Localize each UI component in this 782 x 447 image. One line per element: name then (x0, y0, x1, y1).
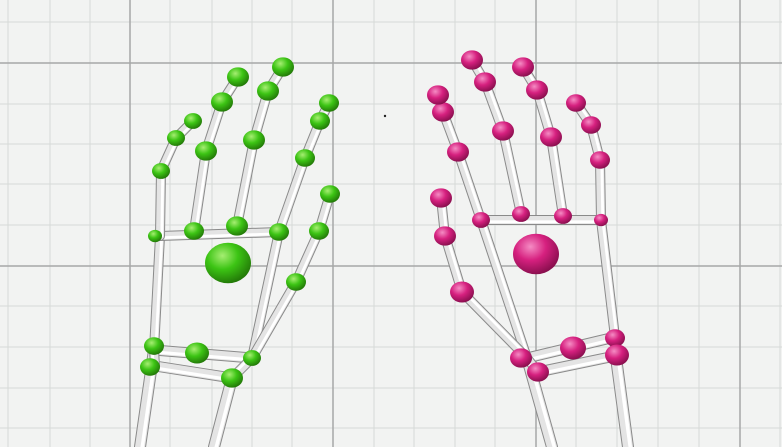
joint-sphere[interactable] (227, 67, 249, 87)
joint-sphere[interactable] (195, 141, 217, 161)
joint-sphere[interactable] (427, 85, 449, 105)
bone (292, 227, 323, 286)
joint-sphere[interactable] (243, 350, 261, 366)
bone (150, 361, 237, 383)
palm-center-sphere[interactable] (513, 233, 559, 275)
joint-sphere[interactable] (434, 226, 456, 246)
bone-highlight (214, 376, 236, 447)
joint-sphere[interactable] (430, 188, 452, 208)
bone-highlight (458, 150, 485, 221)
bone (156, 228, 283, 240)
bone (248, 228, 283, 362)
joint-sphere[interactable] (566, 94, 586, 112)
bone-highlight (158, 232, 281, 240)
bone (499, 127, 525, 218)
joint-sphere[interactable] (309, 222, 329, 240)
joint-sphere[interactable] (605, 329, 625, 347)
bone (597, 216, 619, 341)
bone-highlight (160, 169, 165, 238)
bone (190, 147, 210, 235)
joint-sphere[interactable] (320, 185, 340, 203)
joint-sphere[interactable] (152, 163, 170, 179)
joint-sphere[interactable] (140, 358, 160, 376)
bone-highlight (461, 289, 530, 359)
joint-sphere[interactable] (554, 208, 572, 224)
joint-sphere[interactable] (594, 213, 608, 227)
bone-highlight (536, 356, 617, 376)
joint-sphere[interactable] (257, 81, 279, 101)
bone (275, 154, 309, 236)
bone-highlight (601, 218, 619, 339)
joint-sphere[interactable] (447, 142, 469, 162)
bone (596, 156, 605, 224)
bone-highlight (279, 157, 309, 234)
joint-sphere[interactable] (319, 94, 339, 112)
right-hand-skeleton[interactable] (427, 50, 634, 447)
joint-sphere[interactable] (286, 273, 306, 291)
bone (458, 288, 531, 362)
joint-sphere[interactable] (474, 72, 496, 92)
joint-sphere[interactable] (512, 206, 530, 222)
bone-highlight (503, 129, 525, 216)
joint-sphere[interactable] (167, 130, 185, 146)
bone-highlight (615, 347, 632, 447)
bone (547, 133, 567, 220)
bone-highlight (551, 135, 567, 218)
joint-sphere[interactable] (512, 57, 534, 77)
bone (533, 351, 620, 377)
joint-sphere[interactable] (269, 223, 289, 241)
bone-highlight (252, 281, 299, 361)
bone (454, 148, 485, 224)
joint-sphere[interactable] (295, 149, 315, 167)
joint-sphere[interactable] (221, 368, 243, 388)
joint-sphere[interactable] (560, 336, 586, 360)
bone-highlight (154, 234, 164, 352)
bone (209, 373, 237, 447)
joint-sphere[interactable] (148, 229, 162, 243)
joint-sphere[interactable] (527, 362, 549, 382)
joint-sphere[interactable] (211, 92, 233, 112)
joint-sphere[interactable] (184, 113, 202, 129)
joint-sphere[interactable] (540, 127, 562, 147)
joint-sphere[interactable] (510, 348, 532, 368)
center-dot-marker (383, 114, 387, 118)
left-hand-skeleton[interactable] (134, 57, 340, 447)
bone-highlight (153, 366, 234, 382)
joint-sphere[interactable] (526, 80, 548, 100)
bone-highlight (481, 218, 531, 359)
bone (150, 232, 164, 354)
joint-sphere[interactable] (492, 121, 514, 141)
joint-sphere[interactable] (450, 281, 474, 303)
joint-sphere[interactable] (144, 337, 164, 355)
bone-highlight (237, 138, 258, 228)
bone (233, 136, 258, 230)
bone-highlight (600, 158, 605, 222)
joint-sphere[interactable] (590, 151, 610, 169)
joint-sphere[interactable] (310, 112, 330, 130)
joint-sphere[interactable] (243, 130, 265, 150)
joint-sphere[interactable] (432, 102, 454, 122)
joint-sphere[interactable] (472, 212, 490, 228)
bone-highlight (296, 230, 323, 285)
bone (248, 278, 300, 362)
joint-sphere[interactable] (226, 216, 248, 236)
joint-sphere[interactable] (605, 344, 629, 366)
joint-sphere[interactable] (581, 116, 601, 134)
joint-sphere[interactable] (272, 57, 294, 77)
bone (610, 345, 633, 447)
bone (156, 167, 165, 240)
palm-center-sphere[interactable] (205, 242, 251, 284)
joint-sphere[interactable] (184, 222, 204, 240)
joint-sphere[interactable] (185, 342, 209, 364)
bone (477, 216, 531, 362)
bone-highlight (194, 149, 210, 233)
joint-sphere[interactable] (461, 50, 483, 70)
